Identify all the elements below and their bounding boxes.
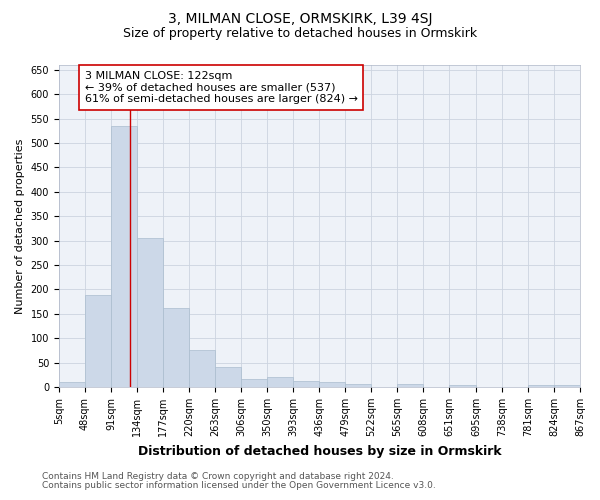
Bar [554,384,580,387]
Bar [293,381,319,387]
Bar [215,368,241,387]
X-axis label: Distribution of detached houses by size in Ormskirk: Distribution of detached houses by size … [137,444,501,458]
Bar [189,350,215,387]
Text: Size of property relative to detached houses in Ormskirk: Size of property relative to detached ho… [123,28,477,40]
Text: 3, MILMAN CLOSE, ORMSKIRK, L39 4SJ: 3, MILMAN CLOSE, ORMSKIRK, L39 4SJ [168,12,432,26]
Bar [528,384,554,387]
Bar [241,378,268,387]
Text: Contains HM Land Registry data © Crown copyright and database right 2024.: Contains HM Land Registry data © Crown c… [42,472,394,481]
Bar [85,295,111,387]
Bar [59,382,85,387]
Bar [346,384,371,387]
Bar [449,384,476,387]
Text: Contains public sector information licensed under the Open Government Licence v3: Contains public sector information licen… [42,481,436,490]
Text: 3 MILMAN CLOSE: 122sqm
← 39% of detached houses are smaller (537)
61% of semi-de: 3 MILMAN CLOSE: 122sqm ← 39% of detached… [85,71,358,104]
Bar [111,126,137,387]
Bar [163,308,189,387]
Bar [397,384,424,387]
Bar [268,377,293,387]
Bar [137,238,163,387]
Bar [319,382,346,387]
Y-axis label: Number of detached properties: Number of detached properties [15,138,25,314]
